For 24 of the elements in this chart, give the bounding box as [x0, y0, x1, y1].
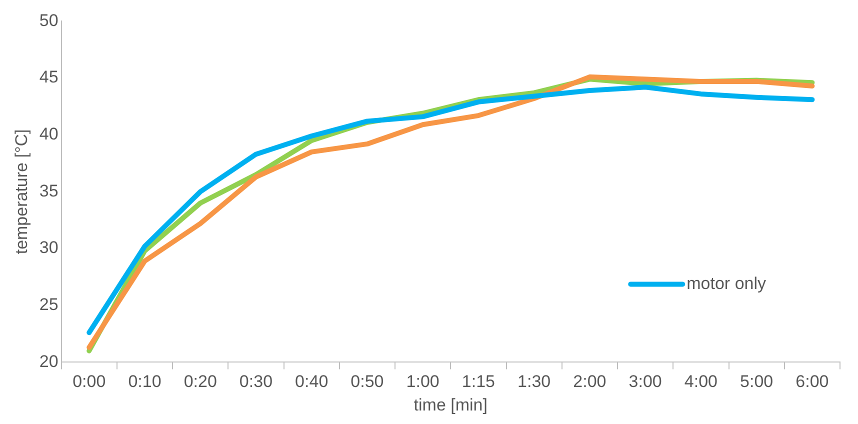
x-tick-label: 1:30 — [518, 372, 551, 392]
y-tick-label: 50 — [39, 10, 58, 30]
y-tick-label: 30 — [39, 238, 58, 258]
x-tick-label: 0:00 — [72, 372, 106, 392]
x-tick-label: 0:30 — [239, 372, 273, 392]
x-tick-label: 6:00 — [796, 372, 829, 392]
y-tick-label: 45 — [39, 68, 58, 87]
x-tick-label: 5:00 — [740, 372, 774, 392]
y-tick-label: 35 — [39, 181, 58, 200]
x-tick-label: 0:50 — [350, 372, 384, 392]
x-tick-label: 4:00 — [684, 372, 718, 392]
y-tick-label: 20 — [39, 352, 58, 371]
y-tick-label: 40 — [39, 124, 58, 144]
y-tick-label: 25 — [39, 295, 58, 314]
y-axis-title: temperature [°C] — [12, 129, 31, 254]
x-tick-label: 0:10 — [128, 372, 162, 392]
x-tick-label: 3:00 — [628, 372, 662, 392]
x-tick-label: 1:15 — [462, 372, 496, 392]
x-tick-label: 2:00 — [573, 372, 606, 392]
legend-label: motor only — [686, 274, 766, 293]
x-tick-label: 0:20 — [184, 372, 217, 392]
x-tick-label: 0:40 — [295, 372, 328, 392]
x-axis-title: time [min] — [414, 395, 488, 414]
x-tick-label: 1:00 — [406, 372, 440, 392]
